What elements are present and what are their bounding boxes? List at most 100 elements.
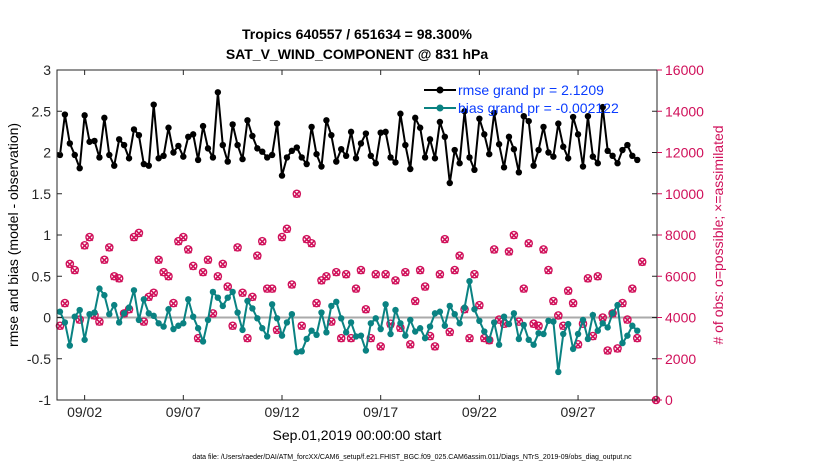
rmse-point [214, 89, 222, 96]
rmse-point [160, 152, 167, 159]
bias-point [352, 333, 360, 340]
rmse-point [387, 154, 394, 161]
bias-point [436, 308, 444, 315]
obs-possible-marker [134, 228, 144, 238]
obs-assimilated-marker [362, 305, 370, 314]
rmse-point [466, 154, 473, 161]
obs-assimilated-marker [544, 266, 553, 275]
obs-assimilated-marker [342, 270, 350, 279]
bias-point [490, 319, 498, 326]
obs-possible-marker [297, 321, 307, 331]
rmse-point [244, 117, 251, 124]
rmse-point [249, 132, 256, 140]
obs-assimilated-marker [85, 233, 94, 242]
obs-possible-marker [554, 311, 563, 320]
bias-point [505, 320, 513, 328]
bias-point [214, 294, 222, 301]
y2-tick-label: 6000 [665, 268, 696, 284]
obs-possible-marker [445, 327, 455, 337]
obs-assimilated-marker [199, 268, 207, 277]
rmse-point [421, 154, 429, 161]
bias-point [328, 302, 335, 310]
obs-assimilated-marker [490, 246, 498, 254]
legend: rmse grand pr = 2.1209 bias grand pr = -… [424, 82, 619, 116]
bias-point [175, 322, 182, 329]
rmse-point [229, 121, 236, 128]
obs-possible-marker [593, 271, 603, 281]
obs-possible-marker [188, 261, 198, 271]
bias-point [535, 329, 542, 337]
bias-point [106, 311, 113, 318]
obs-possible-marker [213, 271, 223, 281]
obs-assimilated-marker [613, 345, 622, 353]
bias-point [308, 327, 315, 334]
bias-point [387, 330, 394, 338]
bias-point [367, 320, 375, 327]
obs-possible-marker [410, 296, 420, 306]
rmse-point [614, 160, 621, 167]
rmse-point [106, 151, 113, 159]
rmse-point [342, 152, 350, 159]
bias-point [313, 331, 320, 339]
bias-point [624, 332, 631, 339]
rmse-point [175, 142, 182, 150]
rmse-point [446, 179, 453, 187]
rmse-point [328, 131, 335, 139]
y2-tick-label: 0 [665, 392, 673, 408]
obs-possible-marker [129, 232, 139, 242]
obs-assimilated-marker [416, 266, 424, 275]
rmse-point [569, 113, 577, 121]
rmse-point [61, 111, 69, 118]
rmse-point [584, 113, 592, 120]
rmse-point [604, 147, 611, 155]
bias-point [550, 318, 557, 325]
obs-possible-marker [164, 271, 173, 281]
rmse-point [209, 154, 217, 161]
rmse-point [476, 115, 483, 122]
y2-tick-label: 10000 [665, 186, 704, 202]
bias-point [125, 304, 133, 311]
bias-point [426, 323, 434, 330]
obs-assimilated-marker [288, 281, 296, 289]
bias-point [555, 368, 562, 376]
bias-point [520, 321, 527, 329]
rmse-point [239, 155, 246, 163]
obs-assimilated-marker [154, 256, 163, 264]
obs-assimilated-marker [421, 283, 429, 291]
bias-point [135, 316, 143, 324]
obs-assimilated-marker [312, 299, 321, 308]
rmse-point [135, 131, 143, 139]
obs-possible-marker [420, 282, 430, 291]
rmse-point [194, 156, 202, 164]
obs-possible-marker [608, 309, 617, 318]
obs-assimilated-marker [529, 320, 538, 328]
y-tick-label: 2 [43, 145, 51, 161]
x-axis-label: Sep.01,2019 00:00:00 start [273, 427, 442, 443]
bias-point [614, 301, 621, 309]
bias-point [194, 325, 202, 332]
obs-assimilated-marker [524, 239, 533, 248]
bias-point [160, 323, 167, 330]
obs-assimilated-marker [179, 233, 188, 242]
rmse-point [392, 159, 399, 166]
bias-point [564, 320, 572, 328]
bias-point [560, 330, 567, 338]
obs-assimilated-marker [633, 334, 642, 343]
bias-point [298, 348, 305, 355]
bias-point [86, 311, 93, 318]
rmse-point [313, 150, 320, 158]
bias-point [634, 327, 641, 334]
rmse-point [481, 131, 488, 138]
bias-point [481, 328, 488, 335]
rmse-point [540, 123, 547, 131]
x-tick-label: 09/12 [264, 404, 299, 420]
obs-possible-marker [307, 238, 316, 248]
obs-possible-marker [228, 321, 237, 331]
bias-point [510, 310, 518, 317]
x-tick-label: 09/27 [561, 404, 596, 420]
rmse-point [520, 113, 527, 120]
rmse-point [629, 152, 636, 159]
obs-possible-marker [356, 265, 366, 275]
obs-assimilated-marker [638, 258, 646, 266]
bias-point [120, 310, 128, 317]
